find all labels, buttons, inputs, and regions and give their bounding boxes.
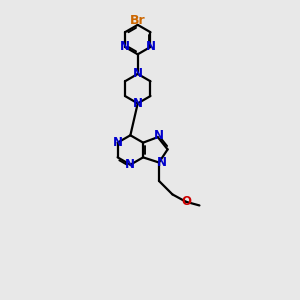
Text: Br: Br (130, 14, 146, 27)
Text: N: N (154, 129, 164, 142)
Text: N: N (133, 68, 143, 80)
Text: N: N (146, 40, 155, 53)
Text: N: N (112, 136, 123, 149)
Text: N: N (120, 40, 130, 53)
Text: N: N (133, 97, 143, 110)
Text: N: N (156, 156, 167, 169)
Text: N: N (125, 158, 135, 171)
Text: O: O (181, 195, 191, 208)
